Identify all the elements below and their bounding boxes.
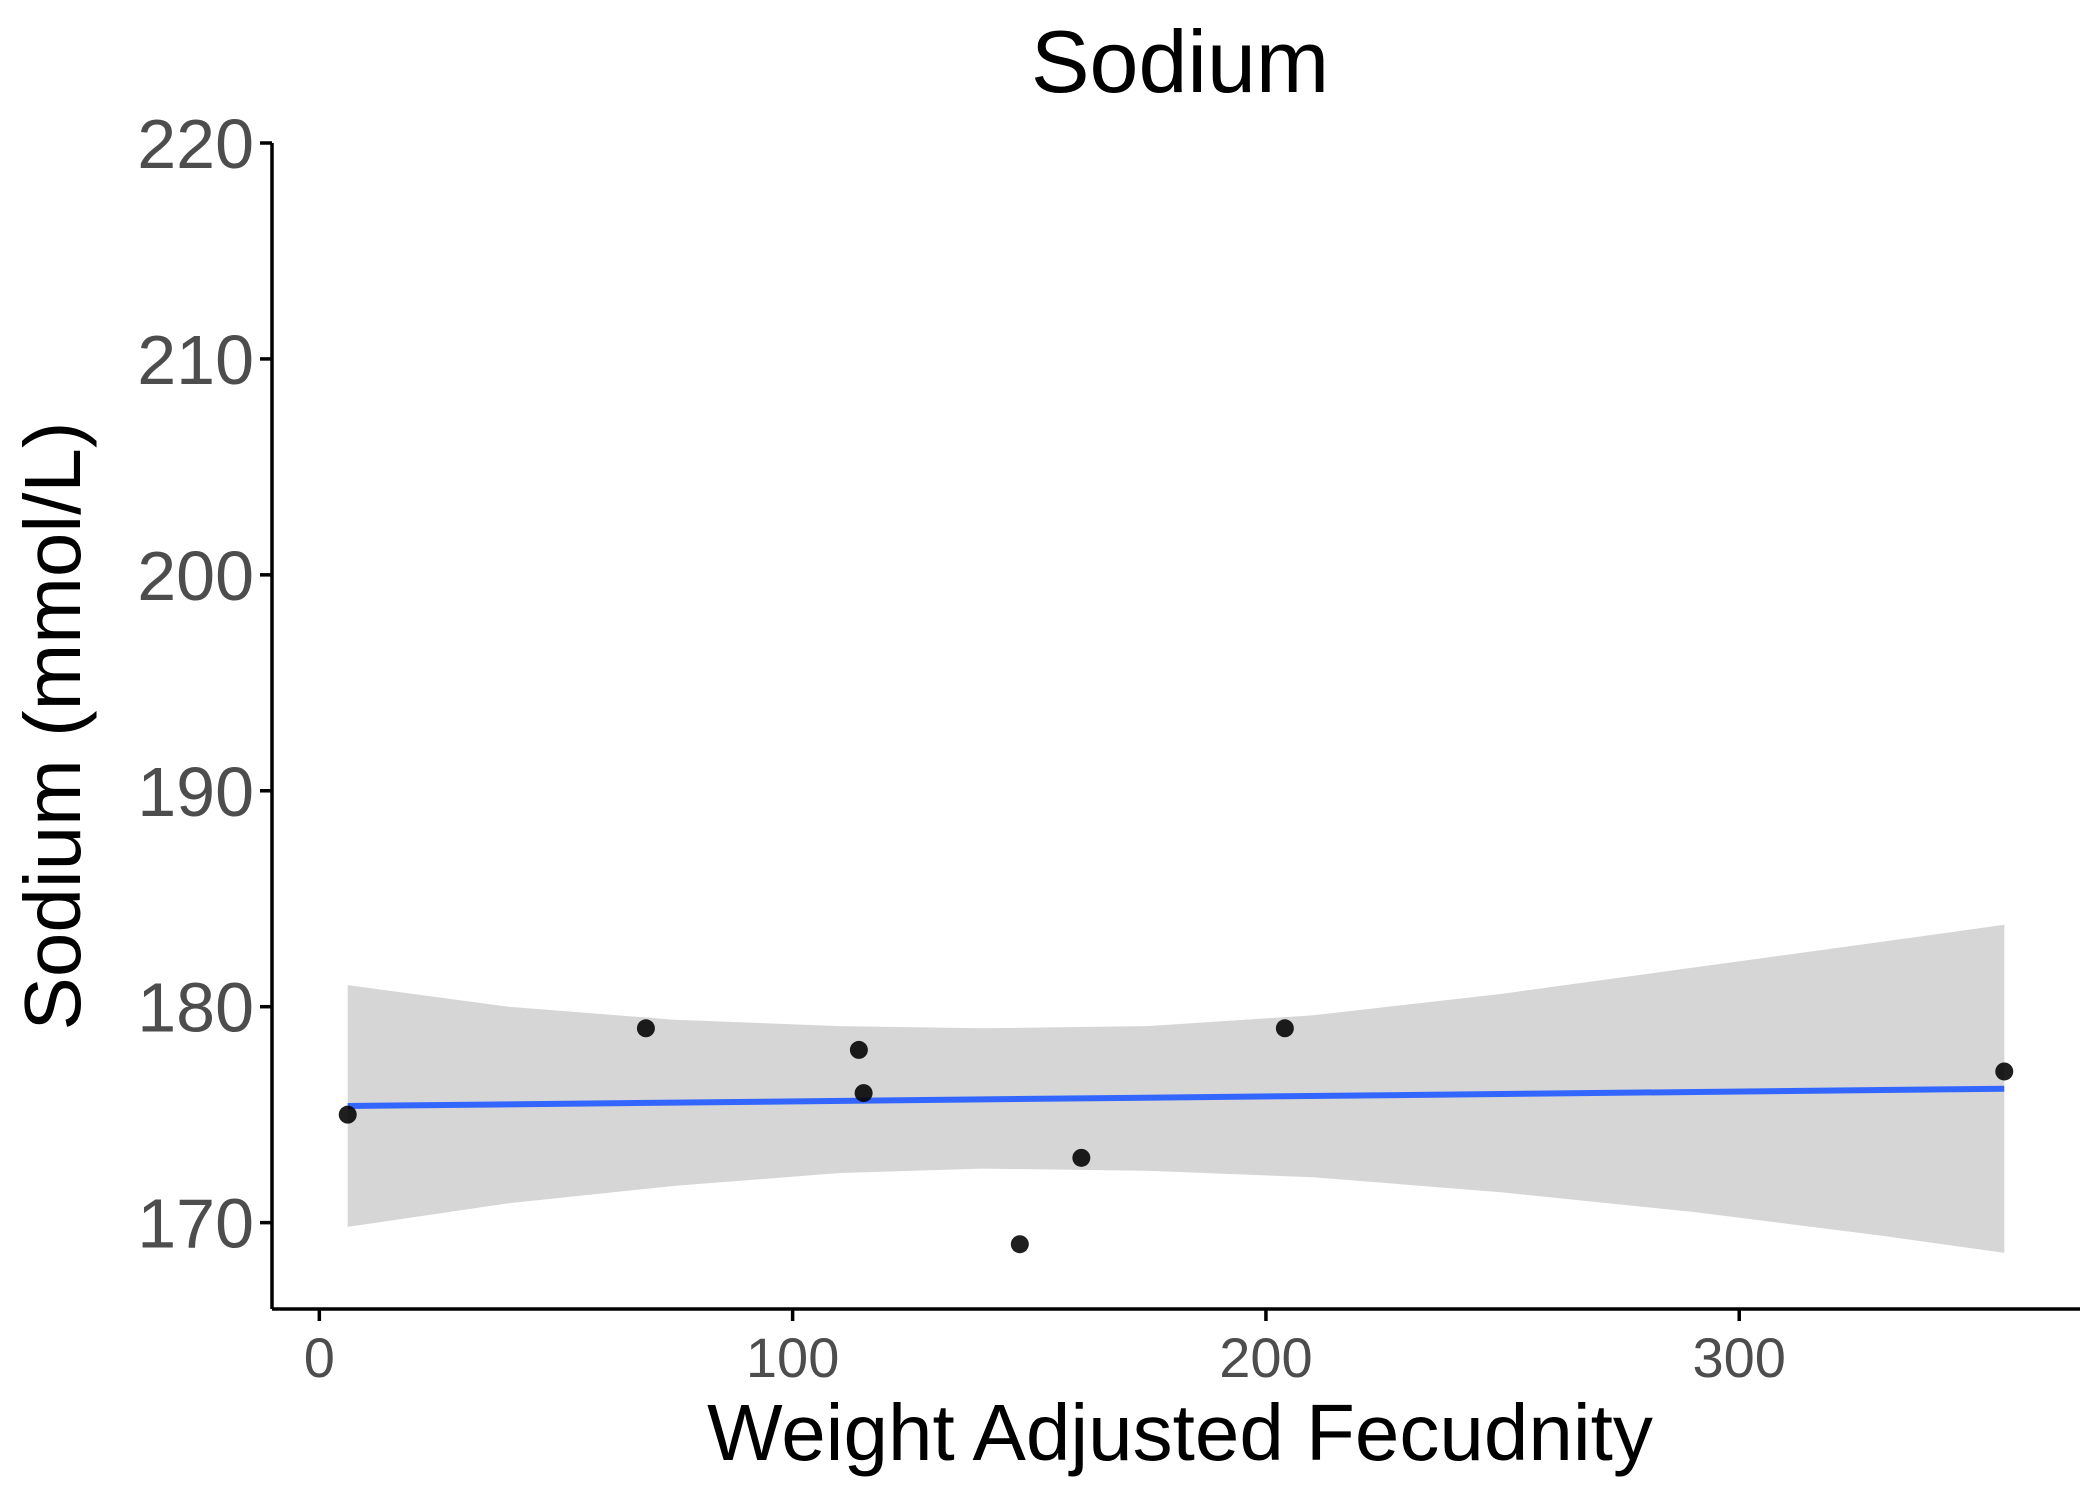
x-axis-ticks: 0 100 200 300	[304, 1309, 1786, 1389]
data-points-layer	[338, 1019, 2014, 1254]
chart-title: Sodium	[1031, 12, 1329, 111]
confidence-band-layer	[347, 924, 2005, 1253]
trend-line	[347, 1085, 2005, 1110]
trend-line-layer	[347, 1085, 2005, 1110]
data-point-1	[338, 1105, 357, 1124]
y-axis-ticks: 170 180 190 200 210 220	[137, 105, 272, 1263]
data-point-2	[636, 1019, 655, 1038]
x-tick-label: 200	[1219, 1326, 1312, 1389]
data-point-4	[854, 1084, 873, 1103]
data-point-7	[1275, 1019, 1294, 1038]
data-point-8	[1995, 1062, 2014, 1081]
x-tick-label: 0	[304, 1326, 335, 1389]
data-point-6	[1072, 1148, 1091, 1167]
y-tick-label: 190	[137, 753, 254, 831]
x-tick-label: 300	[1693, 1326, 1786, 1389]
x-tick-label: 100	[746, 1326, 839, 1389]
y-tick-label: 200	[137, 537, 254, 615]
y-tick-label: 210	[137, 321, 254, 399]
confidence-band	[347, 924, 2005, 1253]
data-point-5	[1010, 1235, 1029, 1254]
y-tick-label: 170	[137, 1185, 254, 1263]
y-axis-title: Sodium (mmol/L)	[8, 421, 97, 1030]
y-tick-label: 180	[137, 969, 254, 1047]
y-tick-label: 220	[137, 105, 254, 183]
x-axis-title: Weight Adjusted Fecudnity	[707, 1388, 1653, 1477]
data-point-3	[849, 1040, 868, 1059]
